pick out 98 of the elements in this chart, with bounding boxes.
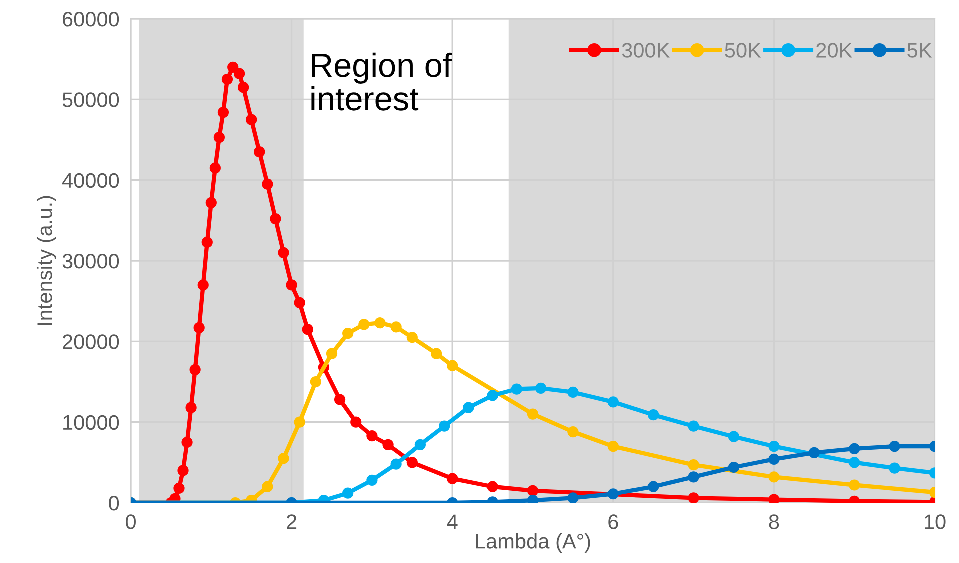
point xyxy=(214,132,225,144)
point xyxy=(849,480,860,491)
point xyxy=(286,280,298,291)
point xyxy=(688,492,700,503)
point xyxy=(222,74,234,86)
point xyxy=(262,178,274,190)
point xyxy=(849,443,860,455)
point xyxy=(439,420,450,432)
point xyxy=(366,430,378,442)
x-axis-title: Lambda (A°) xyxy=(476,534,590,553)
legend-label: 20K xyxy=(816,43,852,58)
point xyxy=(688,472,700,483)
x-tick-label: 0 xyxy=(126,514,136,530)
point xyxy=(270,213,282,225)
point xyxy=(414,439,426,450)
point xyxy=(527,485,539,496)
point xyxy=(568,492,579,503)
point xyxy=(889,462,900,474)
y-tick-label: 20000 xyxy=(63,334,120,350)
point xyxy=(390,458,402,470)
point xyxy=(648,481,660,492)
annotation: Region of interest xyxy=(312,52,452,111)
point xyxy=(294,416,306,428)
legend-label: 300K xyxy=(622,43,670,58)
point xyxy=(535,382,547,394)
point xyxy=(430,348,442,360)
point xyxy=(568,386,579,398)
y-tick-label: 50000 xyxy=(62,92,120,108)
point xyxy=(210,162,221,174)
point xyxy=(447,360,458,372)
point xyxy=(648,410,660,421)
y-tick-label: 30000 xyxy=(62,254,120,269)
point xyxy=(178,465,189,476)
point xyxy=(608,396,619,408)
point xyxy=(342,328,354,340)
point xyxy=(182,436,193,448)
point xyxy=(350,416,362,428)
point xyxy=(406,332,418,344)
point xyxy=(174,482,185,494)
x-tick-label: 6 xyxy=(608,514,618,530)
x-tick-label: 2 xyxy=(287,514,297,530)
point xyxy=(447,473,458,484)
point xyxy=(608,488,619,500)
point xyxy=(487,481,498,492)
x-tick-label: 10 xyxy=(925,514,946,530)
point xyxy=(487,390,498,402)
point xyxy=(198,280,209,291)
point xyxy=(382,439,394,450)
point xyxy=(849,457,860,468)
point xyxy=(688,460,700,471)
point xyxy=(228,62,239,73)
point xyxy=(390,322,402,333)
point xyxy=(374,318,386,329)
point xyxy=(310,376,322,388)
point xyxy=(568,426,579,438)
point xyxy=(238,82,250,94)
point xyxy=(278,247,290,258)
y-tick-label: 60000 xyxy=(63,12,120,27)
point xyxy=(194,322,205,334)
point xyxy=(728,462,740,474)
point xyxy=(366,474,378,486)
point xyxy=(889,440,900,452)
x-tick-label: 4 xyxy=(447,514,458,530)
y-tick-label: 10000 xyxy=(64,415,120,430)
point xyxy=(262,481,274,492)
point xyxy=(186,402,197,414)
point xyxy=(768,494,780,503)
point xyxy=(463,402,474,414)
y-axis-title: Intensity (a.u.) xyxy=(36,196,56,326)
legend-label: 50K xyxy=(725,43,762,58)
point xyxy=(527,408,539,420)
legend-label: 5K xyxy=(908,43,932,58)
x-tick-label: 8 xyxy=(769,514,780,530)
point xyxy=(768,454,780,465)
y-tick-label: 0 xyxy=(109,496,120,511)
point xyxy=(768,440,780,452)
point xyxy=(278,453,290,464)
y-tick-label: 40000 xyxy=(62,173,120,188)
point xyxy=(202,236,213,248)
point xyxy=(334,394,346,406)
point xyxy=(406,457,418,468)
point xyxy=(728,431,740,442)
point xyxy=(768,472,780,483)
point xyxy=(688,420,700,432)
point xyxy=(246,114,258,126)
point xyxy=(358,319,370,330)
point xyxy=(234,68,246,80)
point xyxy=(218,107,230,118)
point xyxy=(206,197,217,208)
point xyxy=(808,447,820,459)
point xyxy=(190,364,201,376)
point xyxy=(342,488,354,499)
point xyxy=(326,348,338,360)
point xyxy=(254,146,266,158)
point xyxy=(294,297,306,309)
point xyxy=(608,440,619,452)
point xyxy=(302,324,314,336)
point xyxy=(511,384,522,395)
